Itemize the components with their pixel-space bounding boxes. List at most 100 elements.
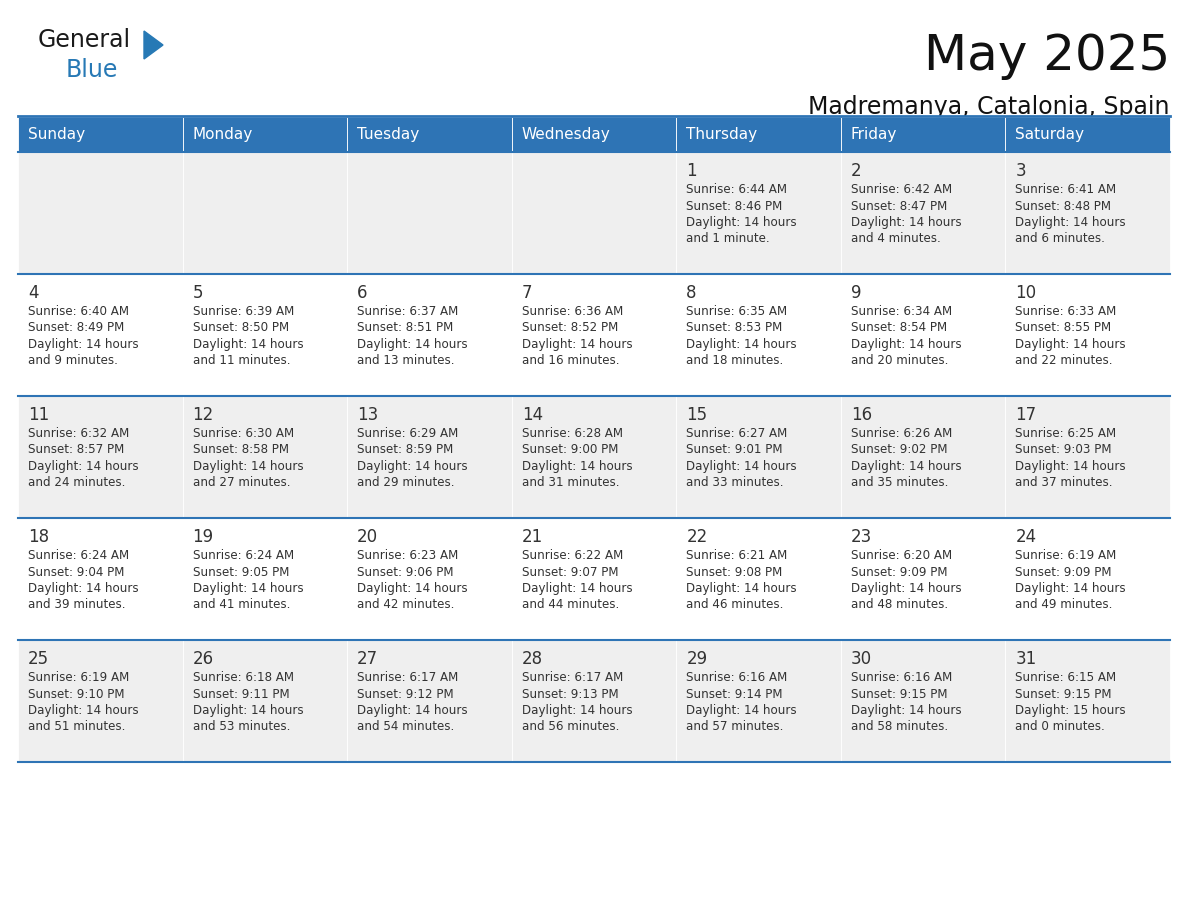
Bar bbox=[347, 274, 512, 396]
Text: 1: 1 bbox=[687, 162, 697, 180]
Text: Daylight: 14 hours: Daylight: 14 hours bbox=[29, 460, 139, 473]
Text: Daylight: 14 hours: Daylight: 14 hours bbox=[1016, 582, 1126, 595]
Text: 12: 12 bbox=[192, 406, 214, 424]
Text: Sunset: 9:05 PM: Sunset: 9:05 PM bbox=[192, 565, 289, 578]
Text: General: General bbox=[38, 28, 131, 52]
Text: Sunset: 8:54 PM: Sunset: 8:54 PM bbox=[851, 321, 947, 334]
Text: Sunset: 9:14 PM: Sunset: 9:14 PM bbox=[687, 688, 783, 700]
Bar bbox=[183, 274, 347, 396]
Text: Daylight: 14 hours: Daylight: 14 hours bbox=[522, 582, 632, 595]
Text: Sunrise: 6:20 AM: Sunrise: 6:20 AM bbox=[851, 549, 952, 562]
Text: Daylight: 14 hours: Daylight: 14 hours bbox=[522, 704, 632, 717]
Text: and 35 minutes.: and 35 minutes. bbox=[851, 476, 948, 489]
Bar bbox=[1005, 152, 1170, 274]
Text: and 31 minutes.: and 31 minutes. bbox=[522, 476, 619, 489]
Text: and 51 minutes.: and 51 minutes. bbox=[29, 721, 126, 733]
Text: 9: 9 bbox=[851, 284, 861, 302]
Text: and 58 minutes.: and 58 minutes. bbox=[851, 721, 948, 733]
Text: 31: 31 bbox=[1016, 650, 1037, 668]
Bar bbox=[676, 396, 841, 518]
Text: Daylight: 14 hours: Daylight: 14 hours bbox=[192, 460, 303, 473]
Text: Sunset: 8:58 PM: Sunset: 8:58 PM bbox=[192, 443, 289, 456]
Text: Sunday: Sunday bbox=[29, 127, 86, 142]
Text: 30: 30 bbox=[851, 650, 872, 668]
Text: Sunrise: 6:30 AM: Sunrise: 6:30 AM bbox=[192, 427, 293, 440]
Text: Daylight: 14 hours: Daylight: 14 hours bbox=[851, 338, 961, 351]
Text: and 42 minutes.: and 42 minutes. bbox=[358, 599, 455, 611]
Text: Daylight: 14 hours: Daylight: 14 hours bbox=[1016, 338, 1126, 351]
Text: Daylight: 14 hours: Daylight: 14 hours bbox=[687, 704, 797, 717]
Text: Saturday: Saturday bbox=[1016, 127, 1085, 142]
Text: Daylight: 15 hours: Daylight: 15 hours bbox=[1016, 704, 1126, 717]
Text: 25: 25 bbox=[29, 650, 49, 668]
Text: Sunrise: 6:29 AM: Sunrise: 6:29 AM bbox=[358, 427, 459, 440]
Bar bbox=[1005, 640, 1170, 762]
Text: Daylight: 14 hours: Daylight: 14 hours bbox=[1016, 460, 1126, 473]
Text: and 18 minutes.: and 18 minutes. bbox=[687, 354, 784, 367]
Text: 15: 15 bbox=[687, 406, 707, 424]
Text: Sunset: 9:02 PM: Sunset: 9:02 PM bbox=[851, 443, 947, 456]
Text: and 46 minutes.: and 46 minutes. bbox=[687, 599, 784, 611]
Bar bbox=[183, 518, 347, 640]
Text: 10: 10 bbox=[1016, 284, 1037, 302]
Text: Sunrise: 6:18 AM: Sunrise: 6:18 AM bbox=[192, 671, 293, 684]
Bar bbox=[841, 152, 1005, 274]
Text: Sunrise: 6:35 AM: Sunrise: 6:35 AM bbox=[687, 305, 788, 318]
Text: and 0 minutes.: and 0 minutes. bbox=[1016, 721, 1105, 733]
Text: Sunset: 9:15 PM: Sunset: 9:15 PM bbox=[851, 688, 947, 700]
Text: Sunset: 8:59 PM: Sunset: 8:59 PM bbox=[358, 443, 454, 456]
Text: Sunrise: 6:40 AM: Sunrise: 6:40 AM bbox=[29, 305, 129, 318]
Text: and 20 minutes.: and 20 minutes. bbox=[851, 354, 948, 367]
Text: Sunset: 8:57 PM: Sunset: 8:57 PM bbox=[29, 443, 125, 456]
Text: and 41 minutes.: and 41 minutes. bbox=[192, 599, 290, 611]
Text: Sunrise: 6:34 AM: Sunrise: 6:34 AM bbox=[851, 305, 952, 318]
Text: Sunrise: 6:17 AM: Sunrise: 6:17 AM bbox=[358, 671, 459, 684]
Text: Sunset: 9:12 PM: Sunset: 9:12 PM bbox=[358, 688, 454, 700]
Bar bbox=[18, 518, 183, 640]
Text: Sunset: 9:09 PM: Sunset: 9:09 PM bbox=[1016, 565, 1112, 578]
Bar bbox=[1005, 117, 1170, 152]
Text: 23: 23 bbox=[851, 528, 872, 546]
Text: Daylight: 14 hours: Daylight: 14 hours bbox=[29, 582, 139, 595]
Text: Sunrise: 6:28 AM: Sunrise: 6:28 AM bbox=[522, 427, 623, 440]
Text: Sunset: 8:51 PM: Sunset: 8:51 PM bbox=[358, 321, 454, 334]
Text: Thursday: Thursday bbox=[687, 127, 758, 142]
Text: 2: 2 bbox=[851, 162, 861, 180]
Bar bbox=[1005, 396, 1170, 518]
Text: and 4 minutes.: and 4 minutes. bbox=[851, 232, 941, 245]
Bar bbox=[676, 152, 841, 274]
Text: 13: 13 bbox=[358, 406, 379, 424]
Text: Sunrise: 6:25 AM: Sunrise: 6:25 AM bbox=[1016, 427, 1117, 440]
Text: and 22 minutes.: and 22 minutes. bbox=[1016, 354, 1113, 367]
Text: Sunrise: 6:24 AM: Sunrise: 6:24 AM bbox=[192, 549, 293, 562]
Text: Sunrise: 6:42 AM: Sunrise: 6:42 AM bbox=[851, 183, 952, 196]
Text: Daylight: 14 hours: Daylight: 14 hours bbox=[851, 582, 961, 595]
Text: and 44 minutes.: and 44 minutes. bbox=[522, 599, 619, 611]
Text: and 9 minutes.: and 9 minutes. bbox=[29, 354, 118, 367]
Bar bbox=[183, 152, 347, 274]
Text: 20: 20 bbox=[358, 528, 378, 546]
Text: Daylight: 14 hours: Daylight: 14 hours bbox=[192, 338, 303, 351]
Text: Sunrise: 6:19 AM: Sunrise: 6:19 AM bbox=[1016, 549, 1117, 562]
Text: Sunset: 9:09 PM: Sunset: 9:09 PM bbox=[851, 565, 947, 578]
Text: and 53 minutes.: and 53 minutes. bbox=[192, 721, 290, 733]
Text: Daylight: 14 hours: Daylight: 14 hours bbox=[687, 582, 797, 595]
Bar bbox=[183, 396, 347, 518]
Text: Daylight: 14 hours: Daylight: 14 hours bbox=[687, 216, 797, 229]
Text: Sunrise: 6:23 AM: Sunrise: 6:23 AM bbox=[358, 549, 459, 562]
Text: and 37 minutes.: and 37 minutes. bbox=[1016, 476, 1113, 489]
Text: 27: 27 bbox=[358, 650, 378, 668]
Text: and 48 minutes.: and 48 minutes. bbox=[851, 599, 948, 611]
Text: Sunrise: 6:19 AM: Sunrise: 6:19 AM bbox=[29, 671, 129, 684]
Text: and 54 minutes.: and 54 minutes. bbox=[358, 721, 454, 733]
Text: and 29 minutes.: and 29 minutes. bbox=[358, 476, 455, 489]
Text: Sunrise: 6:17 AM: Sunrise: 6:17 AM bbox=[522, 671, 623, 684]
Text: May 2025: May 2025 bbox=[924, 32, 1170, 80]
Text: Daylight: 14 hours: Daylight: 14 hours bbox=[358, 704, 468, 717]
Text: and 56 minutes.: and 56 minutes. bbox=[522, 721, 619, 733]
Text: Sunrise: 6:36 AM: Sunrise: 6:36 AM bbox=[522, 305, 623, 318]
Text: Sunset: 8:47 PM: Sunset: 8:47 PM bbox=[851, 199, 947, 212]
Text: Sunset: 9:00 PM: Sunset: 9:00 PM bbox=[522, 443, 618, 456]
Text: Daylight: 14 hours: Daylight: 14 hours bbox=[687, 460, 797, 473]
Text: Sunrise: 6:16 AM: Sunrise: 6:16 AM bbox=[851, 671, 952, 684]
